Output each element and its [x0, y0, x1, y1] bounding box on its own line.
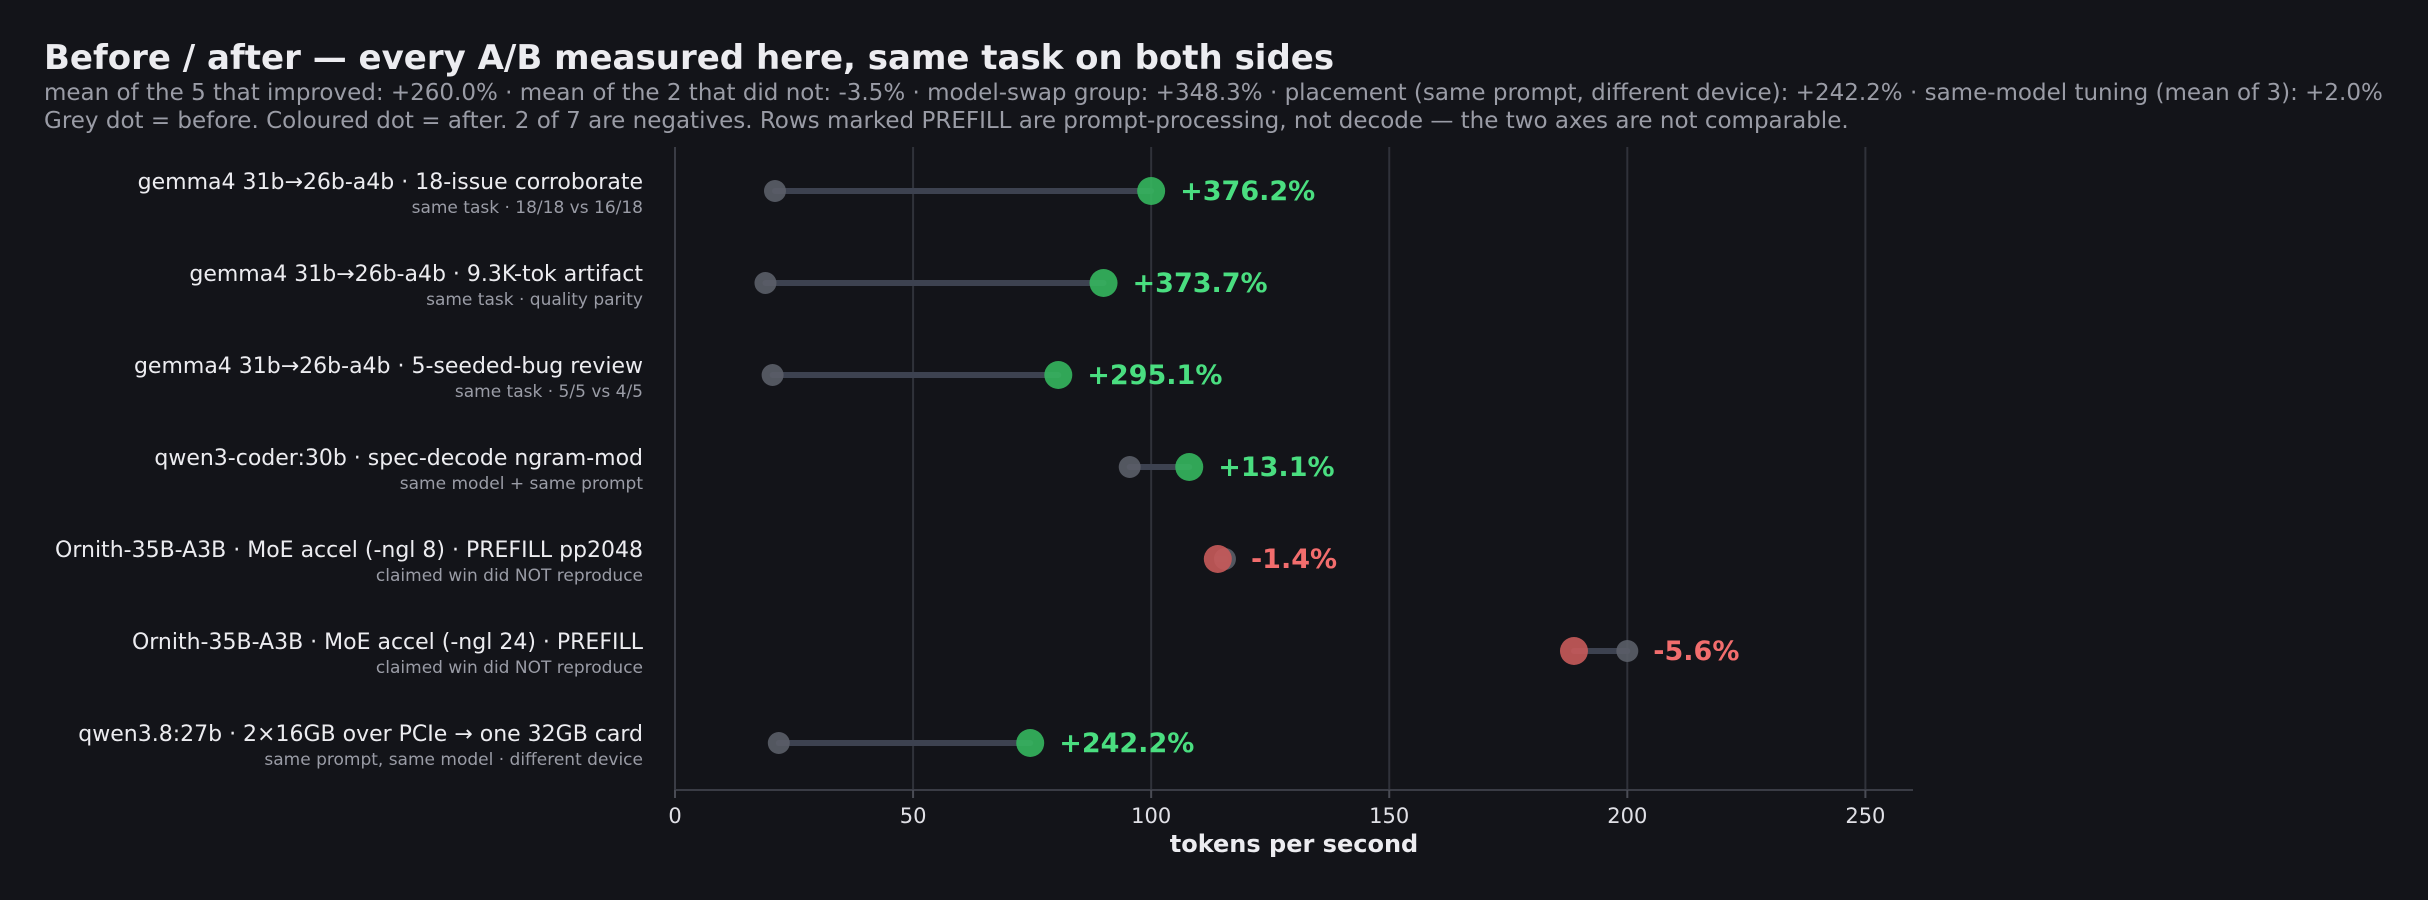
change-label: +295.1% [1087, 360, 1222, 391]
before-dot [754, 272, 777, 294]
row-label: Ornith-35B-A3B · MoE accel (-ngl 8) · PR… [55, 538, 643, 563]
row-sublabel: same model + same prompt [400, 474, 644, 494]
x-tick-label: 0 [668, 804, 681, 828]
row-sublabel: same task · quality parity [426, 290, 643, 310]
change-label: +242.2% [1059, 728, 1194, 759]
row-label: qwen3.8:27b · 2×16GB over PCIe → one 32G… [78, 722, 643, 747]
after-dot [1175, 453, 1204, 481]
x-axis-label: tokens per second [1170, 830, 1418, 858]
after-dot [1559, 637, 1588, 665]
before-dot [767, 732, 790, 754]
row-label: gemma4 31b→26b-a4b · 9.3K-tok artifact [189, 262, 643, 287]
row-label: gemma4 31b→26b-a4b · 5-seeded-bug review [134, 354, 643, 379]
x-tick-label: 100 [1131, 804, 1171, 828]
chart-subtitle-legend-note: Grey dot = before. Coloured dot = after.… [44, 108, 1849, 134]
x-tick-label: 150 [1369, 804, 1409, 828]
before-dot [1616, 640, 1639, 662]
before-dot [761, 364, 784, 386]
row-label: Ornith-35B-A3B · MoE accel (-ngl 24) · P… [132, 630, 644, 655]
row-sublabel: claimed win did NOT reproduce [376, 658, 643, 678]
change-label: -1.4% [1251, 544, 1337, 575]
after-dot [1016, 729, 1045, 757]
change-label: +376.2% [1180, 176, 1315, 207]
row-sublabel: same task · 18/18 vs 16/18 [412, 198, 643, 218]
x-tick-label: 200 [1607, 804, 1647, 828]
before-dot [1118, 456, 1141, 478]
chart-subtitle-summary: mean of the 5 that improved: +260.0% · m… [44, 80, 2383, 106]
change-label: +373.7% [1133, 268, 1268, 299]
row-sublabel: same prompt, same model · different devi… [264, 750, 643, 770]
x-tick-label: 50 [900, 804, 927, 828]
after-dot [1089, 269, 1118, 297]
x-tick-label: 250 [1845, 804, 1885, 828]
row-label: gemma4 31b→26b-a4b · 18-issue corroborat… [138, 170, 643, 195]
after-dot [1137, 177, 1166, 205]
after-dot [1044, 361, 1073, 389]
after-dot [1203, 545, 1232, 573]
row-label: qwen3-coder:30b · spec-decode ngram-mod [154, 446, 643, 471]
before-dot [763, 180, 786, 202]
chart-title: Before / after — every A/B measured here… [44, 38, 1335, 78]
row-sublabel: claimed win did NOT reproduce [376, 566, 643, 586]
row-sublabel: same task · 5/5 vs 4/5 [455, 382, 643, 402]
change-label: +13.1% [1218, 452, 1334, 483]
change-label: -5.6% [1653, 636, 1739, 667]
